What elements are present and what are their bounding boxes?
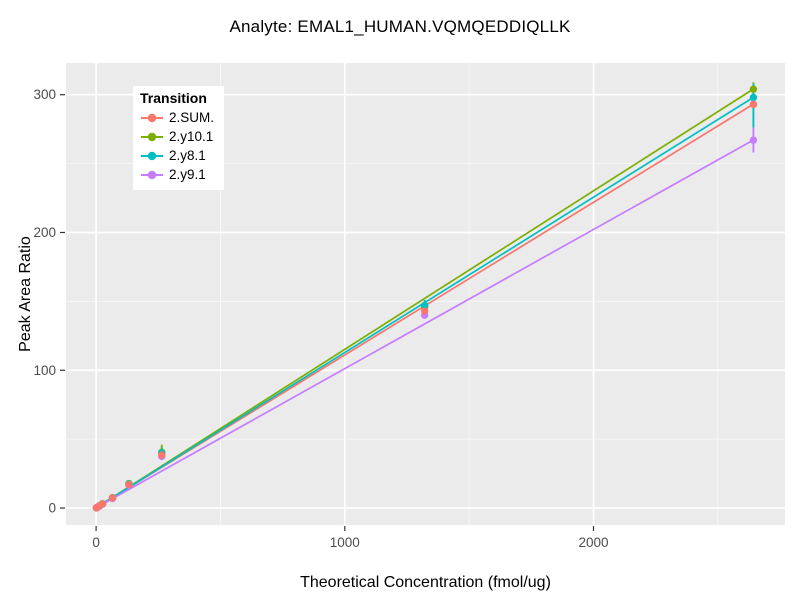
legend-item-2.y9.1: 2.y9.1	[140, 165, 214, 184]
legend: Transition 2.SUM. 2.y10.1 2.y8.1 2.y9.1	[133, 86, 225, 190]
legend-item-label: 2.y8.1	[169, 148, 206, 163]
data-point-2.SUM.	[158, 451, 166, 459]
data-point-2.SUM.	[125, 480, 133, 489]
legend-key-icon	[141, 170, 163, 179]
x-tick-label: 0	[92, 535, 100, 550]
y-tick-label: 200	[33, 225, 56, 240]
legend-item-label: 2.y10.1	[169, 129, 214, 144]
fit-line-2.y9.1	[95, 139, 754, 509]
x-tick-label: 2000	[578, 535, 608, 550]
data-point-2.y9.1	[749, 136, 758, 144]
legend-item-2.y8.1: 2.y8.1	[140, 146, 214, 165]
y-tick-label: 300	[33, 87, 56, 102]
fit-line-2.y10.1	[95, 88, 754, 509]
data-point-2.y8.1	[749, 93, 758, 102]
data-point-2.SUM.	[98, 500, 107, 508]
legend-item-label: 2.SUM.	[169, 110, 215, 125]
data-point-2.SUM.	[749, 100, 758, 109]
x-axis-label: Theoretical Concentration (fmol/ug)	[300, 574, 551, 591]
chart-title: Analyte: EMAL1_HUMAN.VQMQEDDIQLLK	[229, 17, 571, 36]
legend-title: Transition	[140, 90, 207, 106]
legend-key-icon	[141, 132, 163, 141]
data-point-2.SUM.	[420, 307, 429, 315]
legend-key-icon	[141, 113, 163, 122]
x-tick-label: 1000	[330, 535, 360, 550]
data-point-2.SUM.	[108, 494, 117, 502]
legend-key-icon	[141, 151, 163, 160]
legend-item-2.y10.1: 2.y10.1	[140, 127, 214, 146]
data-point-2.y8.1	[420, 301, 429, 310]
data-point-2.y10.1	[749, 85, 758, 93]
legend-item-2.SUM.: 2.SUM.	[140, 108, 214, 127]
legend-item-label: 2.y9.1	[169, 167, 206, 182]
y-tick-label: 0	[48, 501, 56, 516]
y-tick-label: 100	[33, 363, 56, 378]
